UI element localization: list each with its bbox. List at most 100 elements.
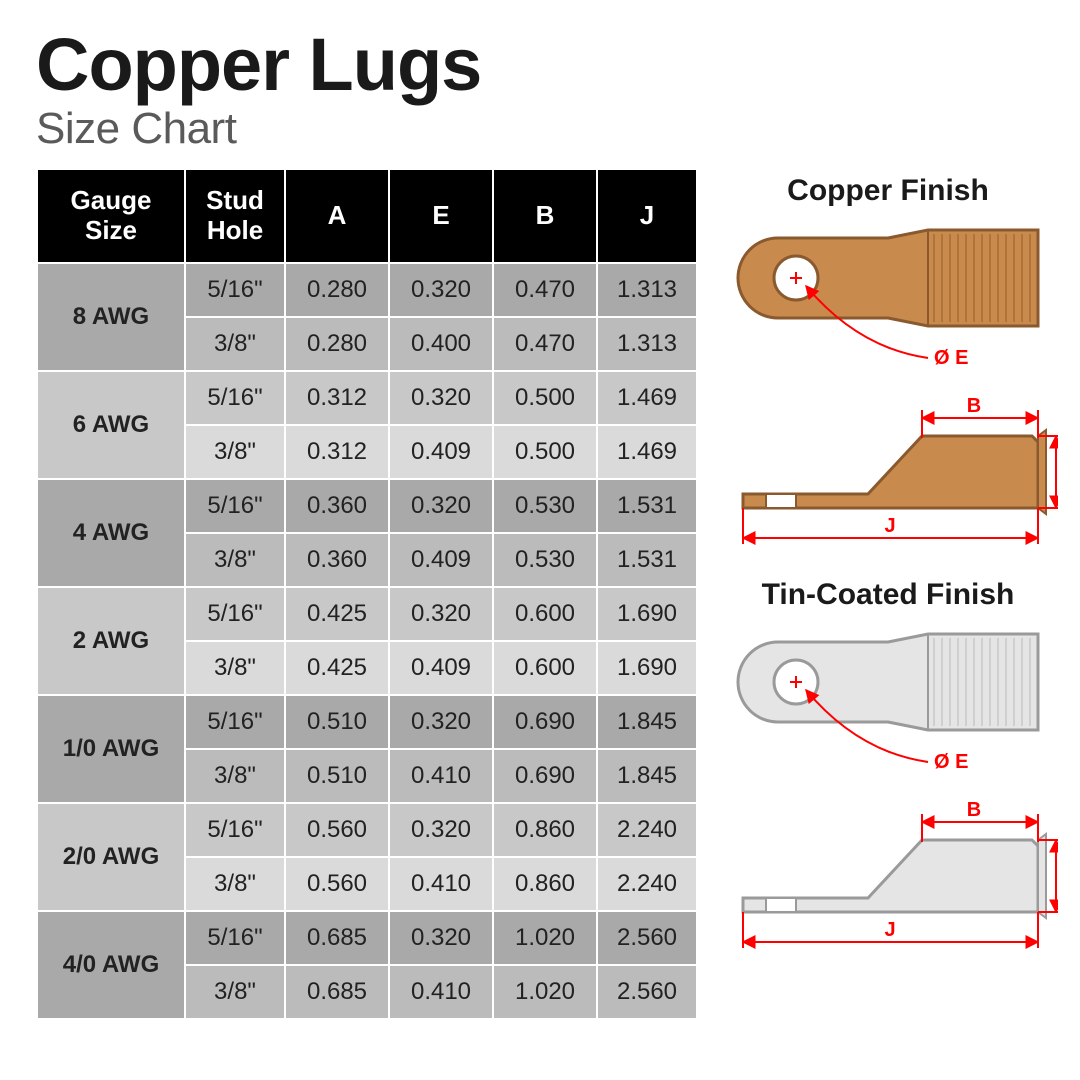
gauge-cell: 6 AWG (37, 371, 185, 479)
data-cell: 3/8" (185, 533, 285, 587)
data-cell: 1.690 (597, 641, 697, 695)
table-row: 2 AWG5/16"0.4250.3200.6001.690 (37, 587, 697, 641)
data-cell: 0.560 (285, 857, 389, 911)
data-cell: 0.530 (493, 533, 597, 587)
data-cell: 0.600 (493, 641, 597, 695)
data-cell: 0.360 (285, 479, 389, 533)
data-cell: 1.469 (597, 425, 697, 479)
data-cell: 0.320 (389, 695, 493, 749)
data-cell: 0.312 (285, 425, 389, 479)
svg-text:J: J (884, 919, 895, 941)
data-cell: 3/8" (185, 857, 285, 911)
data-cell: 3/8" (185, 317, 285, 371)
data-cell: 0.690 (493, 749, 597, 803)
page-subtitle: Size Chart (36, 104, 1044, 154)
data-cell: 3/8" (185, 425, 285, 479)
data-cell: 0.410 (389, 965, 493, 1019)
data-cell: 1.690 (597, 587, 697, 641)
data-cell: 1.845 (597, 749, 697, 803)
data-cell: 5/16" (185, 695, 285, 749)
data-cell: 1.020 (493, 911, 597, 965)
svg-text:B: B (967, 395, 981, 417)
data-cell: 1.020 (493, 965, 597, 1019)
data-cell: 5/16" (185, 263, 285, 317)
data-cell: 0.320 (389, 911, 493, 965)
data-cell: 1.313 (597, 263, 697, 317)
gauge-cell: 2/0 AWG (37, 803, 185, 911)
data-cell: 0.470 (493, 317, 597, 371)
data-cell: 5/16" (185, 587, 285, 641)
data-cell: 0.400 (389, 317, 493, 371)
copper-lug-top-icon: Ø E (718, 218, 1058, 388)
gauge-cell: 1/0 AWG (37, 695, 185, 803)
data-cell: 0.470 (493, 263, 597, 317)
data-cell: 0.320 (389, 263, 493, 317)
data-cell: 3/8" (185, 641, 285, 695)
data-cell: 1.469 (597, 371, 697, 425)
data-cell: 0.409 (389, 533, 493, 587)
table-row: 6 AWG5/16"0.3120.3200.5001.469 (37, 371, 697, 425)
data-cell: 0.510 (285, 695, 389, 749)
data-cell: 0.600 (493, 587, 597, 641)
svg-text:Ø E: Ø E (934, 347, 968, 369)
table-row: 1/0 AWG5/16"0.5100.3200.6901.845 (37, 695, 697, 749)
data-cell: 0.410 (389, 749, 493, 803)
data-cell: 1.531 (597, 479, 697, 533)
data-cell: 1.531 (597, 533, 697, 587)
data-cell: 0.320 (389, 803, 493, 857)
data-cell: 5/16" (185, 803, 285, 857)
data-cell: 5/16" (185, 911, 285, 965)
gauge-cell: 8 AWG (37, 263, 185, 371)
data-cell: 0.425 (285, 587, 389, 641)
tin-lug-side-icon: BAJ (718, 792, 1058, 962)
gauge-cell: 2 AWG (37, 587, 185, 695)
data-cell: 0.685 (285, 911, 389, 965)
data-cell: 0.320 (389, 479, 493, 533)
data-cell: 1.313 (597, 317, 697, 371)
data-cell: 3/8" (185, 965, 285, 1019)
data-cell: 0.560 (285, 803, 389, 857)
table-row: 4 AWG5/16"0.3600.3200.5301.531 (37, 479, 697, 533)
copper-lug-side-icon: BAJ (718, 388, 1058, 558)
data-cell: 5/16" (185, 371, 285, 425)
table-row: 4/0 AWG5/16"0.6850.3201.0202.560 (37, 911, 697, 965)
data-cell: 0.409 (389, 425, 493, 479)
data-cell: 0.860 (493, 857, 597, 911)
data-cell: 0.685 (285, 965, 389, 1019)
data-cell: 0.409 (389, 641, 493, 695)
table-row: 2/0 AWG5/16"0.5600.3200.8602.240 (37, 803, 697, 857)
data-cell: 0.320 (389, 371, 493, 425)
table-row: 8 AWG5/16"0.2800.3200.4701.313 (37, 263, 697, 317)
data-cell: 1.845 (597, 695, 697, 749)
data-cell: 0.280 (285, 317, 389, 371)
col-header: GaugeSize (37, 169, 185, 263)
col-header: E (389, 169, 493, 263)
gauge-cell: 4 AWG (37, 479, 185, 587)
tin-lug-top-icon: Ø E (718, 622, 1058, 792)
copper-diagram-title: Copper Finish (718, 174, 1058, 208)
data-cell: 0.860 (493, 803, 597, 857)
data-cell: 0.425 (285, 641, 389, 695)
data-cell: 0.530 (493, 479, 597, 533)
data-cell: 0.360 (285, 533, 389, 587)
data-cell: 3/8" (185, 749, 285, 803)
data-cell: 2.240 (597, 803, 697, 857)
data-cell: 0.500 (493, 425, 597, 479)
data-cell: 0.500 (493, 371, 597, 425)
data-cell: 0.690 (493, 695, 597, 749)
data-cell: 2.560 (597, 911, 697, 965)
col-header: J (597, 169, 697, 263)
size-chart-table: GaugeSizeStudHoleAEBJ8 AWG5/16"0.2800.32… (36, 168, 698, 1020)
gauge-cell: 4/0 AWG (37, 911, 185, 1019)
data-cell: 0.510 (285, 749, 389, 803)
data-cell: 0.280 (285, 263, 389, 317)
data-cell: 2.240 (597, 857, 697, 911)
data-cell: 0.320 (389, 587, 493, 641)
svg-text:Ø E: Ø E (934, 751, 968, 773)
col-header: StudHole (185, 169, 285, 263)
diagram-panel: Copper Finish Ø E BAJ Tin-Coated Finish … (718, 168, 1058, 1020)
svg-text:B: B (967, 799, 981, 821)
data-cell: 5/16" (185, 479, 285, 533)
svg-text:J: J (884, 515, 895, 537)
page-title: Copper Lugs (36, 28, 1044, 102)
